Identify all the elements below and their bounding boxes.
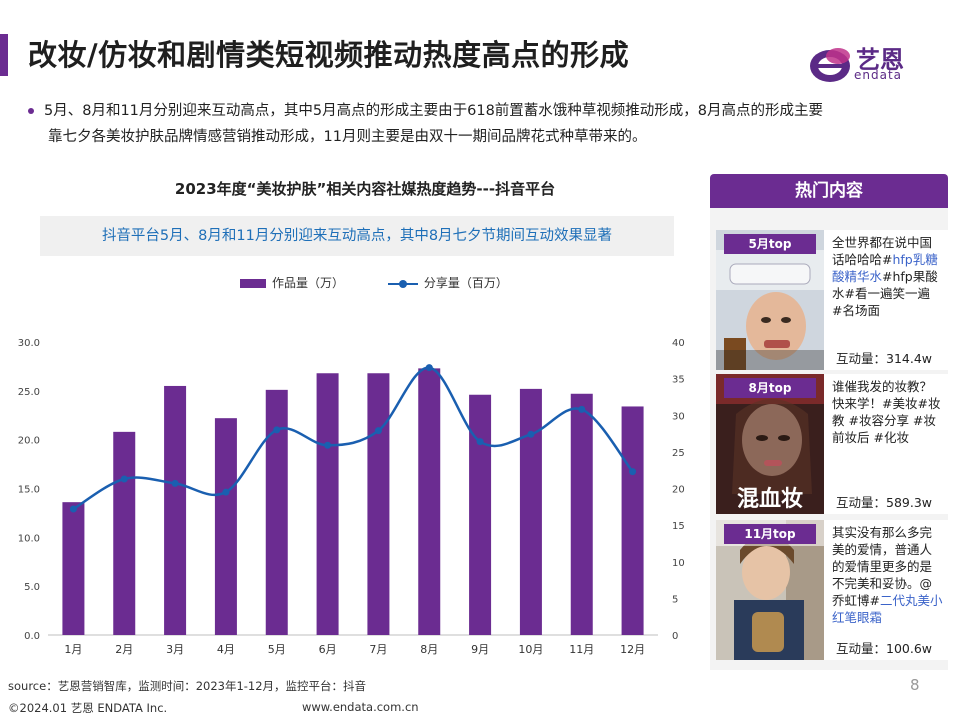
card-tag-nov: 11月top — [724, 524, 816, 544]
x-tick-label: 9月 — [471, 643, 489, 656]
intro-paragraph: 5月、8月和11月分别迎来互动高点，其中5月高点的形成主要由于618前置蓄水饿种… — [28, 98, 928, 150]
y-right-tick-label: 15 — [672, 521, 685, 532]
x-tick-label: 8月 — [420, 643, 438, 656]
bar — [214, 418, 237, 635]
hot-content-header: 热门内容 — [710, 174, 948, 208]
logo-text-en: endata — [854, 68, 903, 82]
logo-icon — [810, 48, 850, 82]
bar — [418, 368, 441, 635]
card-stat-may: 互动量：314.4w — [836, 351, 933, 366]
y-left-tick-label: 10.0 — [18, 533, 40, 544]
y-right-tick-label: 35 — [672, 375, 685, 386]
line-point — [629, 468, 637, 476]
card-desc-link-nov[interactable]: 二代丸美小红笔眼霜 — [832, 593, 943, 625]
website-url[interactable]: www.endata.com.cn — [302, 700, 419, 714]
legend-item-bar: 作品量（万） — [240, 274, 344, 291]
chart-legend: 作品量（万） 分享量（百万） — [240, 274, 548, 291]
line-point — [171, 479, 179, 487]
card-desc-text-nov: 其实没有那么多完美的爱情，普通人的爱情里更多的是不完美和妥协。@乔虹博# — [832, 525, 933, 608]
bullet-icon — [28, 108, 34, 114]
x-tick-label: 5月 — [268, 643, 286, 656]
endata-logo: 艺恩 endata — [808, 40, 928, 88]
y-right-tick-label: 20 — [672, 485, 685, 496]
share-line — [72, 366, 634, 511]
y-right-tick-label: 40 — [672, 338, 685, 349]
y-right-tick-label: 30 — [672, 411, 685, 422]
line-point — [69, 505, 77, 513]
title-accent-bar — [0, 34, 8, 76]
line-point — [120, 475, 128, 483]
bar — [367, 373, 390, 635]
bar — [519, 388, 542, 635]
line-point — [324, 441, 332, 449]
bar — [316, 373, 339, 635]
line-point — [425, 364, 433, 372]
y-right-tick-label: 0 — [672, 631, 678, 642]
bar — [469, 394, 492, 635]
card-desc-text-may: 全世界都在说中国话哈哈哈# — [832, 235, 933, 267]
x-tick-label: 10月 — [518, 643, 543, 656]
card-stat-nov: 互动量：100.6w — [836, 641, 933, 656]
x-tick-label: 1月 — [64, 643, 82, 656]
y-left-tick-label: 0.0 — [24, 631, 40, 642]
x-tick-label: 12月 — [620, 643, 645, 656]
card-tag-aug: 8月top — [724, 378, 816, 398]
logo-text-cn: 艺恩 — [856, 46, 904, 74]
line-point — [374, 427, 382, 435]
copyright: ©2024.01 艺恩 ENDATA Inc. — [8, 701, 168, 715]
y-right-tick-label: 10 — [672, 558, 685, 569]
y-right-tick-label: 25 — [672, 448, 685, 459]
y-right-tick-label: 5 — [672, 594, 678, 605]
hot-card-aug[interactable]: 混血妆 8月top 谁催我发的妆教？快来学！#美妆#妆教 #妆容分享 #妆前妆后… — [716, 374, 948, 514]
bar — [265, 389, 288, 635]
chart-subtitle: 抖音平台5月、8月和11月分别迎来互动高点，其中8月七夕节期间互动效果显著 — [40, 216, 674, 256]
line-point — [578, 405, 586, 413]
card-desc-tail-may: #hfp果酸水#看一遍笑一遍 #名场面 — [832, 269, 938, 318]
y-left-tick-label: 5.0 — [24, 582, 40, 593]
bar — [62, 502, 85, 635]
x-tick-label: 7月 — [369, 643, 387, 656]
card-desc-aug: 谁催我发的妆教？快来学！#美妆#妆教 #妆容分享 #妆前妆后 #化妆 — [832, 379, 941, 445]
hot-card-may[interactable]: 5月top 全世界都在说中国话哈哈哈#hfp乳糖酸精华水#hfp果酸水#看一遍笑… — [716, 230, 948, 370]
intro-line-1: 5月、8月和11月分别迎来互动高点，其中5月高点的形成主要由于618前置蓄水饿种… — [44, 103, 824, 119]
legend-line-label: 分享量（百万） — [423, 276, 508, 290]
card-desc-nov: 其实没有那么多完美的爱情，普通人的爱情里更多的是不完美和妥协。@乔虹博#二代丸美… — [832, 524, 944, 626]
legend-bar-label: 作品量（万） — [272, 276, 345, 290]
legend-item-line: 分享量（百万） — [387, 274, 508, 291]
card-stat-aug: 互动量：589.3w — [836, 495, 933, 510]
source-note: source：艺恩营销智库，监测时间：2023年1-12月，监控平台：抖音 — [8, 679, 367, 693]
x-tick-label: 11月 — [569, 643, 594, 656]
bar — [570, 393, 593, 635]
chart-title: 2023年度“美妆护肤”相关内容社媒热度趋势---抖音平台 — [174, 180, 556, 198]
line-point — [273, 426, 281, 434]
bar — [164, 385, 187, 635]
card-desc-may: 全世界都在说中国话哈哈哈#hfp乳糖酸精华水#hfp果酸水#看一遍笑一遍 #名场… — [832, 234, 944, 319]
line-point — [527, 430, 535, 438]
y-left-tick-label: 15.0 — [18, 485, 40, 496]
y-left-tick-label: 20.0 — [18, 436, 40, 447]
line-point — [222, 488, 230, 496]
legend-line-swatch — [387, 279, 418, 288]
x-tick-label: 4月 — [217, 643, 235, 656]
bar — [621, 406, 644, 635]
card-tag-may: 5月top — [724, 234, 816, 254]
bar — [113, 431, 136, 635]
page-number: 8 — [910, 676, 920, 694]
thumbnail-caption-aug: 混血妆 — [737, 486, 803, 512]
line-point — [476, 438, 484, 446]
x-tick-label: 2月 — [115, 643, 133, 656]
x-tick-label: 3月 — [166, 643, 184, 656]
combo-chart: 0.0 5.0 10.0 15.0 20.0 25.0 30.0 0 5 10 15 20 25 30 35… — [18, 338, 685, 656]
hot-card-nov[interactable]: 11月top 其实没有那么多完美的爱情，普通人的爱情里更多的是不完美和妥协。@乔… — [716, 520, 948, 660]
legend-bar-swatch — [240, 279, 266, 288]
y-left-tick-label: 25.0 — [18, 387, 40, 398]
card-desc-link-may[interactable]: hfp乳糖酸精华水 — [832, 252, 938, 284]
intro-line-2: 靠七夕各美妆护肤品牌情感营销推动形成，11月则主要是由双十一期间品牌花式种草带来… — [48, 129, 647, 145]
y-left-tick-label: 30.0 — [18, 338, 40, 349]
page-title: 改妆/仿妆和剧情类短视频推动热度高点的形成 — [28, 38, 630, 72]
x-tick-label: 6月 — [319, 643, 337, 656]
